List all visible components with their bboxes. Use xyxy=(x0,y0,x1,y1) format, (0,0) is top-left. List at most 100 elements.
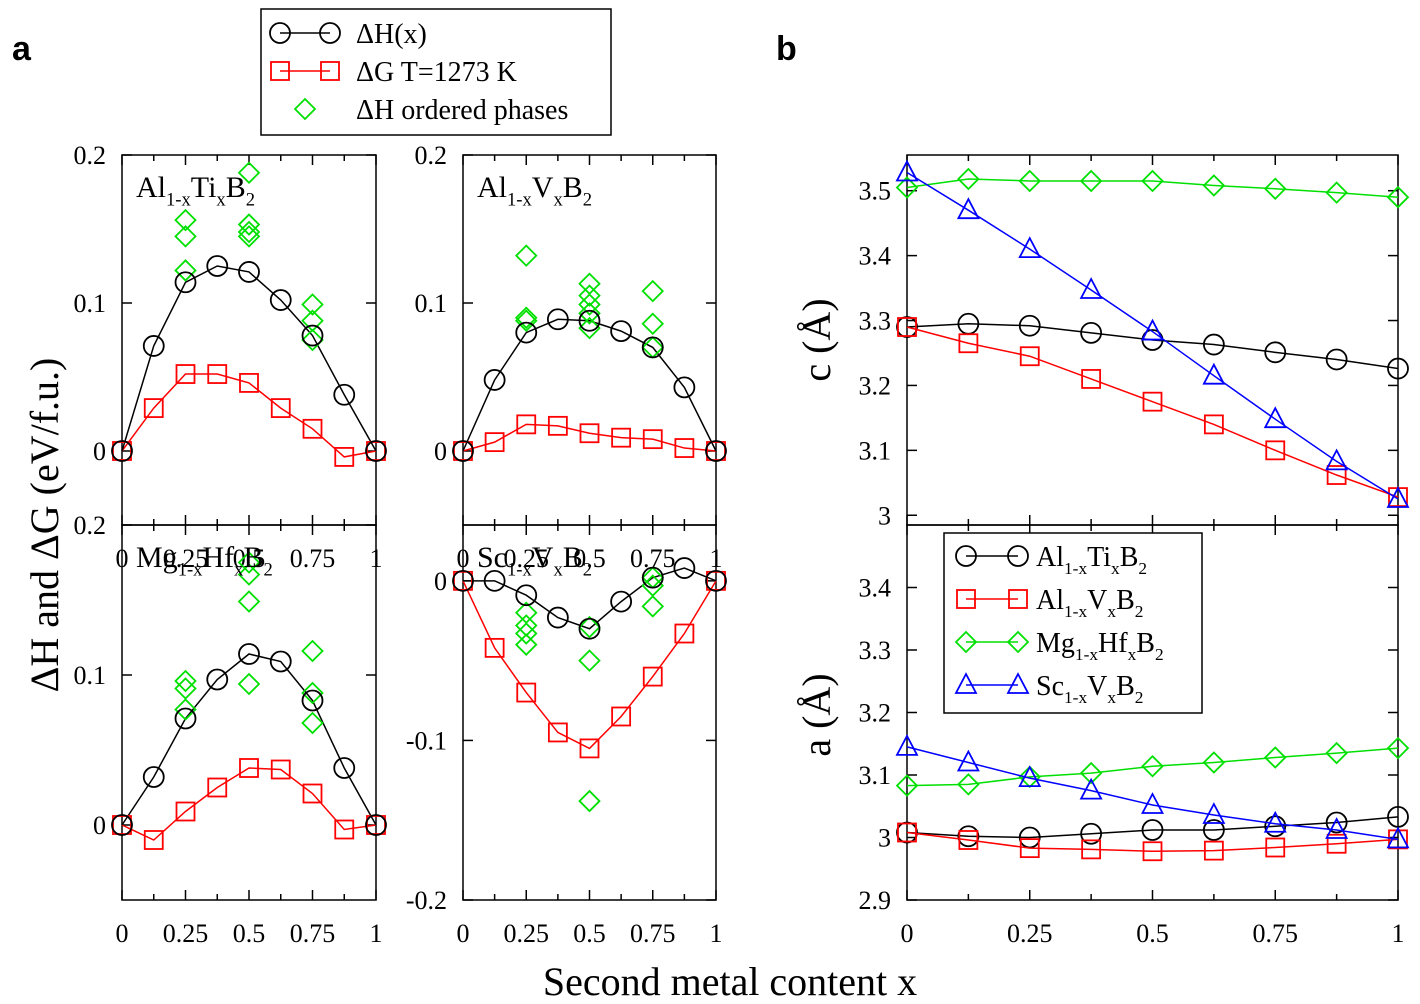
dH-point xyxy=(206,255,229,277)
series-point-AlTi xyxy=(1080,822,1103,845)
dG-point xyxy=(611,706,632,727)
y-axis-title-c: c (Å) xyxy=(794,298,839,381)
series-line-MgHf xyxy=(906,178,1399,198)
dG-point xyxy=(175,801,196,822)
x-tick-label: 0.75 xyxy=(1253,919,1299,948)
dH-point xyxy=(610,590,633,613)
dG-point xyxy=(112,815,132,835)
y-tick-label: 3.2 xyxy=(859,371,892,400)
y-tick-label: 3.1 xyxy=(859,436,892,465)
dG-point xyxy=(302,418,323,439)
legend-marker xyxy=(956,589,976,609)
ordered-phase-point xyxy=(578,649,601,672)
legend-marker xyxy=(1006,630,1030,654)
ordered-phase-point xyxy=(514,622,538,645)
dG-point xyxy=(516,414,537,435)
plot-frame xyxy=(462,154,717,526)
dH-point xyxy=(578,309,601,332)
series-point-ScV xyxy=(956,749,980,772)
series-point-ScV xyxy=(1263,406,1287,429)
ordered-phase-point xyxy=(301,293,324,316)
x-tick-label: 0.25 xyxy=(504,919,550,948)
panel-label-a: a xyxy=(12,30,32,68)
dH-point xyxy=(238,643,260,665)
dG-line xyxy=(121,373,377,458)
x-tick-label: 0.25 xyxy=(163,544,209,573)
series-point-AlV xyxy=(1203,840,1224,861)
series-point-ScV xyxy=(1141,318,1164,341)
ordered-phase-point xyxy=(301,328,324,352)
dG-point xyxy=(642,429,663,450)
lattice-legend: Al1-xTixB2 Al1-xVxB2 Mg1-xHfxB2 Sc1-xVxB2 xyxy=(943,532,1203,714)
dH-point xyxy=(673,557,696,579)
y-tick-label: 0 xyxy=(434,437,447,466)
dH-point xyxy=(301,324,324,347)
series-point-ScV xyxy=(1386,486,1410,508)
ordered-phase-point xyxy=(237,161,261,185)
series-point-AlTi xyxy=(1018,314,1041,337)
dG-point xyxy=(207,777,228,798)
dH-point xyxy=(483,569,506,592)
x-tick-label: 0.25 xyxy=(1007,919,1053,948)
series-point-ScV xyxy=(1018,236,1042,259)
series-point-ScV xyxy=(1325,448,1349,471)
dH-point xyxy=(269,650,292,673)
series-point-AlTi xyxy=(1325,811,1348,834)
dG-point xyxy=(334,447,355,467)
dH-point xyxy=(546,308,569,331)
dH-point xyxy=(301,689,324,712)
lattice-legend-box xyxy=(943,532,1203,714)
ordered-phase-point xyxy=(237,563,261,586)
series-point-AlV xyxy=(1326,465,1347,485)
x-tick-label: 0 xyxy=(901,919,914,948)
ordered-phase-point xyxy=(174,259,197,282)
dH-line xyxy=(121,265,377,452)
legend-label: Mg1-xHfxB2 xyxy=(1036,628,1164,664)
plot-sc-v-b2: 0 -0.1 -0.2 0 0.25 0.5 0.75 1 Sc1-xVxB2 xyxy=(406,524,727,948)
ordered-phase-point xyxy=(641,312,665,335)
y-tick-label: 3.5 xyxy=(859,177,892,206)
dH-point xyxy=(238,261,260,283)
series-point-AlV xyxy=(1019,346,1040,367)
series-point-MgHf xyxy=(1325,741,1348,765)
series-point-MgHf xyxy=(1386,185,1410,209)
series-point-ScV xyxy=(1202,802,1226,824)
series-line-AlTi xyxy=(906,816,1399,839)
dH-point xyxy=(206,668,229,691)
legend-marker xyxy=(293,97,317,121)
y-tick-label: 0.1 xyxy=(74,289,107,318)
dH-point xyxy=(333,757,356,779)
series-point-AlTi xyxy=(1387,357,1409,380)
series-point-AlTi xyxy=(896,821,918,844)
series-point-AlV xyxy=(1081,839,1102,860)
series-point-ScV xyxy=(1325,817,1349,839)
dH-point xyxy=(610,320,633,343)
dH-point xyxy=(515,321,538,344)
series-line-ScV xyxy=(906,746,1399,841)
dH-point xyxy=(641,566,664,589)
dH-point xyxy=(452,569,474,592)
series-point-AlTi xyxy=(1264,815,1287,838)
y-tick-label: 3.4 xyxy=(859,574,892,603)
dG-point xyxy=(334,819,355,840)
top-legend-label: ΔH(x) xyxy=(356,19,427,50)
series-point-MgHf xyxy=(957,167,980,191)
series-point-ScV xyxy=(1079,277,1103,299)
series-point-AlTi xyxy=(957,825,980,848)
plot-lattice-c: 3 3.1 3.2 3.3 3.4 3.5 xyxy=(859,154,1410,530)
dG-line xyxy=(121,767,377,841)
series-point-MgHf xyxy=(1202,751,1226,774)
ordered-phase-point xyxy=(641,279,665,303)
legend-marker xyxy=(1008,589,1028,609)
dH-point xyxy=(142,335,165,357)
dH-point xyxy=(269,289,292,311)
dH-line xyxy=(121,653,377,826)
x-tick-label: 0.5 xyxy=(1136,919,1169,948)
y-tick-label: 3 xyxy=(878,824,891,853)
dG-point xyxy=(143,830,164,850)
series-point-AlTi xyxy=(1141,819,1164,841)
x-tick-label: 0.5 xyxy=(573,544,606,573)
x-tick-label: 0.75 xyxy=(290,544,336,573)
y-tick-label: 3.4 xyxy=(859,242,892,271)
dG-point xyxy=(143,398,164,418)
